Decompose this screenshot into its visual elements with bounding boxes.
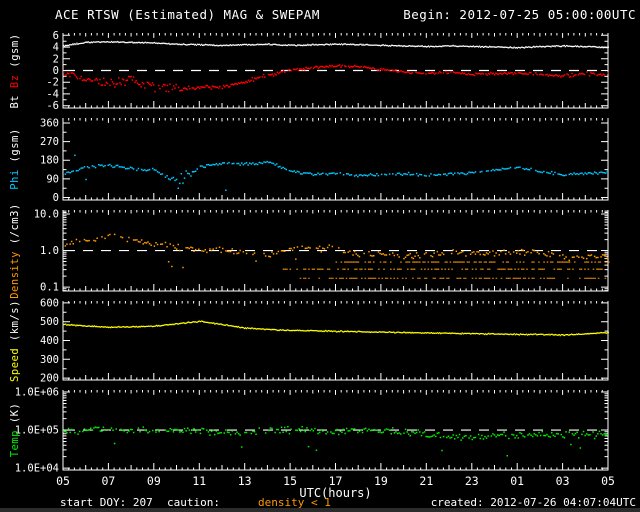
panel-border xyxy=(62,118,609,201)
y-tick-label: 270 xyxy=(40,136,59,148)
axis-label-part: Temp xyxy=(9,430,21,458)
y-tick-label: 200 xyxy=(40,373,59,385)
y-tick-label: 300 xyxy=(40,354,59,366)
x-tick-label: 03 xyxy=(556,474,570,488)
series-speed xyxy=(63,320,609,337)
panel-density: 10.0 1.0 0.1 xyxy=(34,209,610,294)
axis-label-part: Bz xyxy=(9,73,21,88)
y-tick-label: 400 xyxy=(40,335,59,347)
panel-phi: 360 270 180 90 0 xyxy=(40,117,609,204)
y-tick-label: 6 xyxy=(53,30,59,42)
axis-label-part: (K) xyxy=(9,402,21,430)
x-tick-label: 19 xyxy=(374,474,388,488)
y-tick-label: 0 xyxy=(53,192,59,204)
x-axis-title: UTC(hours) xyxy=(299,486,372,500)
y-axis-title-phi: Phi (gsm) xyxy=(9,128,21,189)
y-tick-label: 1.0 xyxy=(40,245,59,257)
x-tick-label: 17 xyxy=(329,474,343,488)
tick-marks xyxy=(62,33,609,108)
y-tick-label: 10.0 xyxy=(34,209,59,221)
axis-label-part: Bt xyxy=(9,87,21,109)
y-tick-label: 180 xyxy=(40,155,59,167)
x-tick-label: 09 xyxy=(147,474,161,488)
axis-label-part: (gsm) xyxy=(9,128,21,170)
y-axis-title-density: Density (/cm3) xyxy=(9,203,21,299)
axis-label-part: (km/s) xyxy=(9,299,21,348)
x-tick-label: 15 xyxy=(283,474,297,488)
y-tick-label: 1.0E+05 xyxy=(15,425,59,437)
x-tick-label: 23 xyxy=(465,474,479,488)
axis-label-part: (gsm) xyxy=(9,32,21,74)
y-tick-label: -4 xyxy=(46,88,59,100)
y-axis-title-mag: Bt Bz (gsm) xyxy=(9,33,21,108)
start-doy-label: start DOY: 207 xyxy=(60,496,153,509)
y-axis-title-speed: Speed (km/s) xyxy=(9,300,21,382)
plot-title: ACE RTSW (Estimated) MAG & SWEPAM xyxy=(55,7,320,22)
y-tick-label: 600 xyxy=(40,297,59,309)
panel-temp: 1.0E+06 1.0E+05 1.0E+04 xyxy=(15,387,609,475)
y-tick-label: -2 xyxy=(46,77,59,89)
axis-label-part: Speed xyxy=(9,347,21,382)
axis-label-part: Phi xyxy=(9,169,21,190)
bottom-strip xyxy=(0,508,640,512)
quantized-density-rows xyxy=(282,261,610,279)
series-temp xyxy=(63,426,609,457)
tick-marks xyxy=(62,301,609,380)
series-phi xyxy=(64,154,609,191)
begin-timestamp: Begin: 2012-07-25 05:00:00UTC xyxy=(403,7,636,22)
created-timestamp: created: 2012-07-26 04:07:04UTC xyxy=(430,496,636,509)
tick-marks xyxy=(62,210,609,292)
caution-label: caution: xyxy=(167,496,220,509)
y-tick-label: 0 xyxy=(53,65,59,77)
tick-marks xyxy=(62,390,609,470)
x-tick-label: 11 xyxy=(192,474,206,488)
axis-label-part: (/cm3) xyxy=(9,202,21,251)
y-tick-label: 0.1 xyxy=(40,282,59,294)
footer-bar: start DOY: 207 caution: density < 1 crea… xyxy=(0,496,640,510)
x-tick-label: 01 xyxy=(510,474,524,488)
y-tick-label: 90 xyxy=(46,173,59,185)
tick-marks xyxy=(62,118,609,200)
series-bz xyxy=(63,64,609,93)
y-tick-label: 2 xyxy=(53,53,59,65)
series-bt xyxy=(63,40,609,49)
y-tick-label: 1.0E+06 xyxy=(15,387,59,399)
title-row: ACE RTSW (Estimated) MAG & SWEPAM Begin:… xyxy=(55,7,636,22)
panel-speed: 600 500 400 300 200 xyxy=(40,297,609,385)
density-warning-label: density < 1 xyxy=(258,496,331,509)
y-tick-label: 4 xyxy=(53,42,59,54)
x-tick-label: 05 xyxy=(56,474,70,488)
y-tick-label: 1.0E+04 xyxy=(15,463,59,475)
axis-label-part: Density xyxy=(9,250,21,299)
y-tick-label: 500 xyxy=(40,316,59,328)
panel-border xyxy=(62,301,609,381)
x-tick-label: 21 xyxy=(419,474,433,488)
x-tick-label: 05 xyxy=(601,474,615,488)
y-axis-title-temp: Temp (K) xyxy=(9,403,21,458)
y-tick-label: 360 xyxy=(40,117,59,129)
x-tick-label: 13 xyxy=(238,474,252,488)
x-tick-label: 07 xyxy=(101,474,115,488)
y-tick-label: -6 xyxy=(46,100,59,112)
